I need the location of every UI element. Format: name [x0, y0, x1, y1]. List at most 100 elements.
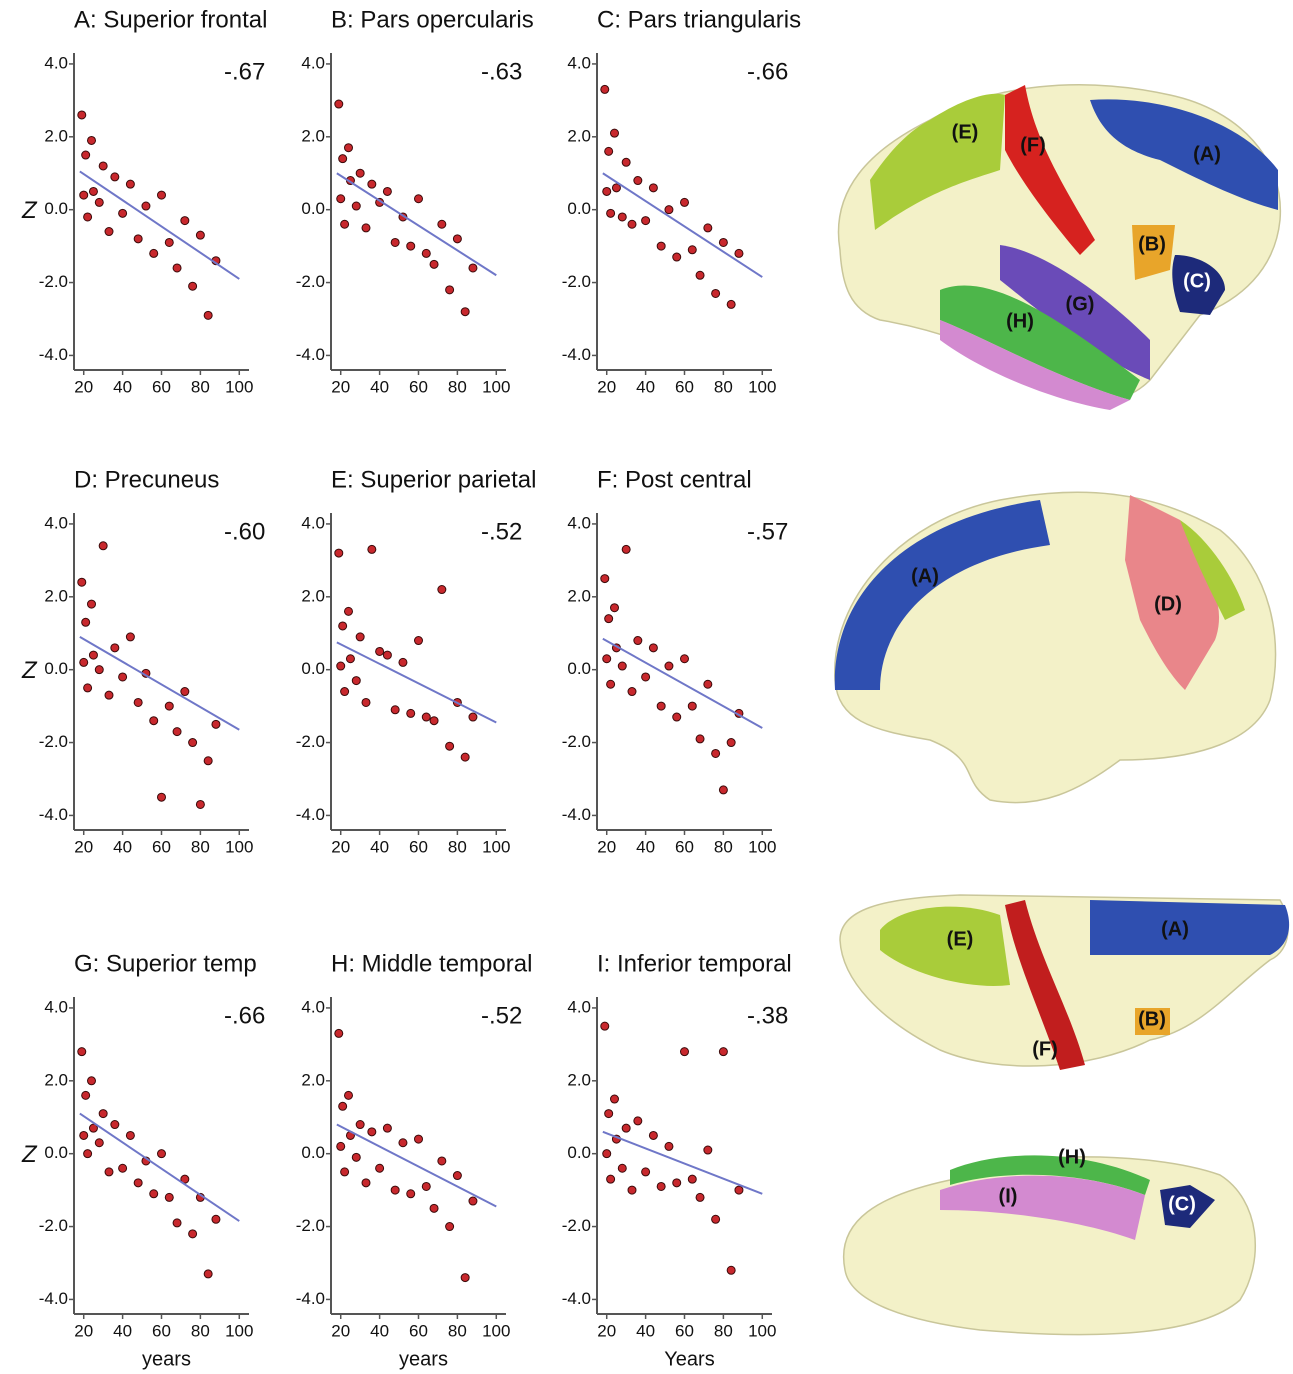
region-label: (B)	[1138, 233, 1166, 255]
point	[204, 1270, 212, 1278]
y-tick-label: -4.0	[39, 1289, 68, 1308]
point	[376, 647, 384, 655]
point	[88, 136, 96, 144]
point	[181, 688, 189, 696]
point	[601, 1022, 609, 1030]
point	[204, 311, 212, 319]
point	[337, 195, 345, 203]
y-axis-label: Z	[21, 197, 38, 224]
point	[78, 1048, 86, 1056]
x-tick-label: 60	[675, 377, 694, 396]
point	[196, 231, 204, 239]
x-tick-label: 60	[675, 1321, 694, 1340]
point	[80, 658, 88, 666]
region-label: (B)	[1138, 1008, 1166, 1030]
fit-line	[337, 173, 496, 275]
x-tick-label: 100	[482, 377, 510, 396]
point	[337, 1142, 345, 1150]
point	[150, 1190, 158, 1198]
point	[642, 673, 650, 681]
point	[95, 666, 103, 674]
point	[335, 100, 343, 108]
point	[688, 246, 696, 254]
point	[618, 1164, 626, 1172]
point	[134, 698, 142, 706]
point	[665, 662, 673, 670]
point	[356, 633, 364, 641]
y-tick-label: 0.0	[44, 199, 68, 218]
x-tick-label: 60	[152, 1321, 171, 1340]
point	[391, 706, 399, 714]
x-tick-label: 60	[409, 1321, 428, 1340]
point	[407, 709, 415, 717]
point	[607, 209, 615, 217]
point	[605, 1110, 613, 1118]
point	[618, 213, 626, 221]
region-label: (C)	[1168, 1193, 1196, 1215]
x-tick-label: 40	[636, 837, 655, 856]
x-tick-label: 40	[636, 1321, 655, 1340]
point	[95, 198, 103, 206]
y-tick-label: 2.0	[301, 126, 325, 145]
y-tick-label: 4.0	[44, 997, 68, 1016]
y-tick-label: -4.0	[562, 805, 591, 824]
panel-title: E: Superior parietal	[331, 466, 536, 493]
region-label: (F)	[1032, 1038, 1058, 1060]
x-tick-label: 80	[448, 1321, 467, 1340]
point	[335, 1029, 343, 1037]
y-tick-label: -4.0	[296, 345, 325, 364]
point	[415, 195, 423, 203]
point	[337, 662, 345, 670]
point	[189, 282, 197, 290]
fit-line	[603, 1132, 762, 1194]
point	[84, 684, 92, 692]
point	[607, 680, 615, 688]
point	[339, 155, 347, 163]
correlation: -.52	[481, 518, 522, 545]
y-tick-label: 2.0	[567, 126, 591, 145]
point	[453, 1172, 461, 1180]
y-tick-label: 4.0	[44, 53, 68, 72]
panel-title: C: Pars triangularis	[597, 6, 801, 33]
y-tick-label: 4.0	[567, 53, 591, 72]
point	[719, 1048, 727, 1056]
point	[345, 1091, 353, 1099]
point	[649, 1131, 657, 1139]
point	[339, 622, 347, 630]
x-tick-label: 100	[225, 377, 253, 396]
point	[345, 607, 353, 615]
correlation: -.63	[481, 58, 522, 85]
y-tick-label: 2.0	[44, 126, 68, 145]
y-tick-label: 2.0	[567, 586, 591, 605]
point	[603, 655, 611, 663]
point	[422, 249, 430, 257]
region-label: (D)	[1154, 593, 1182, 615]
point	[352, 1153, 360, 1161]
y-tick-label: 2.0	[44, 1070, 68, 1089]
point	[430, 1204, 438, 1212]
x-tick-label: 100	[225, 1321, 253, 1340]
point	[376, 1164, 384, 1172]
point	[105, 1168, 113, 1176]
point	[673, 253, 681, 261]
y-tick-label: -4.0	[562, 1289, 591, 1308]
point	[341, 688, 349, 696]
point	[605, 615, 613, 623]
x-tick-label: 40	[113, 377, 132, 396]
point	[399, 658, 407, 666]
point	[446, 742, 454, 750]
panel-title: I: Inferior temporal	[597, 950, 792, 977]
region-label: (C)	[1183, 270, 1211, 292]
point	[611, 129, 619, 137]
point	[735, 1186, 743, 1194]
point	[712, 1215, 720, 1223]
point	[391, 1186, 399, 1194]
fit-line	[80, 637, 239, 730]
x-tick-label: 80	[714, 1321, 733, 1340]
point	[150, 249, 158, 257]
point	[80, 191, 88, 199]
point	[158, 1150, 166, 1158]
x-tick-label: 40	[370, 1321, 389, 1340]
y-tick-label: -2.0	[39, 1216, 68, 1235]
brain-ventral: (H) (I) (C)	[844, 1146, 1256, 1334]
